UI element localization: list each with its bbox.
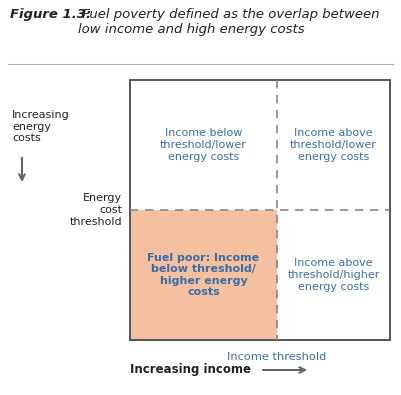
Text: Fuel poor: Income
below threshold/
higher energy
costs: Fuel poor: Income below threshold/ highe…: [148, 252, 259, 297]
Text: Income threshold: Income threshold: [227, 352, 326, 362]
Bar: [130, 210, 277, 340]
Text: Income above
threshold/higher
energy costs: Income above threshold/higher energy cos…: [287, 258, 380, 292]
Text: Increasing income: Increasing income: [130, 363, 251, 376]
Text: Figure 1.3:: Figure 1.3:: [10, 8, 91, 21]
Text: Energy
cost
threshold: Energy cost threshold: [69, 194, 122, 227]
Text: Income below
threshold/lower
energy costs: Income below threshold/lower energy cost…: [160, 128, 247, 162]
Bar: [130, 80, 390, 340]
Text: Fuel poverty defined as the overlap between
low income and high energy costs: Fuel poverty defined as the overlap betw…: [78, 8, 379, 36]
Text: Income above
threshold/lower
energy costs: Income above threshold/lower energy cost…: [290, 128, 377, 162]
Text: Increasing
energy
costs: Increasing energy costs: [12, 110, 70, 143]
